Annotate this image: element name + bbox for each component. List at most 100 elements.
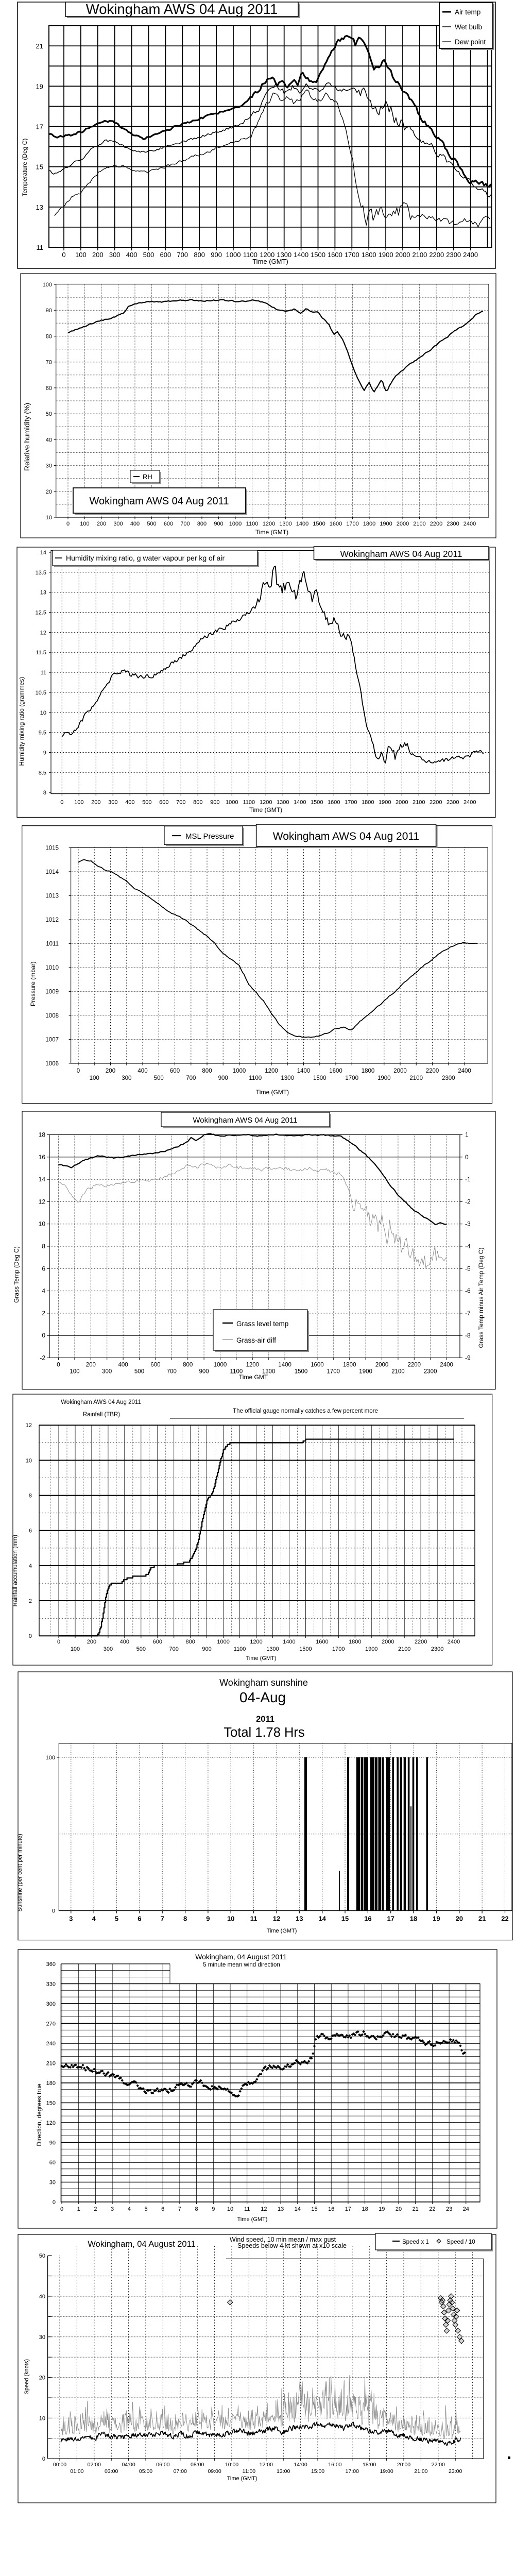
svg-text:2: 2	[42, 1310, 45, 1317]
svg-text:2300: 2300	[446, 251, 461, 259]
svg-text:2300: 2300	[424, 1369, 437, 1375]
svg-text:1800: 1800	[343, 1362, 356, 1368]
svg-text:08:00: 08:00	[191, 2462, 204, 2468]
svg-text:900: 900	[199, 1369, 209, 1375]
svg-text:13: 13	[296, 1915, 303, 1923]
svg-text:1500: 1500	[313, 521, 325, 527]
svg-text:700: 700	[167, 1369, 177, 1375]
svg-text:Temperature (Deg C): Temperature (Deg C)	[21, 139, 28, 197]
svg-text:330: 330	[46, 1981, 56, 1987]
svg-text:22: 22	[429, 2206, 435, 2212]
svg-text:2000: 2000	[393, 1068, 407, 1074]
svg-text:13: 13	[36, 204, 43, 211]
svg-text:1400: 1400	[283, 1639, 295, 1645]
svg-text:1010: 1010	[45, 965, 59, 971]
svg-text:21: 21	[478, 1915, 486, 1923]
svg-text:400: 400	[138, 1068, 147, 1074]
svg-text:13:00: 13:00	[277, 2468, 290, 2475]
svg-text:90: 90	[46, 308, 52, 314]
svg-text:700: 700	[186, 1075, 196, 1081]
svg-text:21: 21	[36, 42, 43, 50]
svg-text:5 minute mean wind direction: 5 minute mean wind direction	[203, 1962, 280, 1968]
svg-text:1008: 1008	[45, 1013, 59, 1019]
svg-text:200: 200	[87, 1639, 96, 1645]
svg-text:-2: -2	[465, 1198, 471, 1205]
svg-text:2100: 2100	[413, 521, 425, 527]
svg-text:18:00: 18:00	[363, 2462, 376, 2468]
svg-text:-2: -2	[40, 1354, 45, 1362]
svg-text:Time (GMT): Time (GMT)	[255, 529, 288, 536]
svg-text:11: 11	[41, 670, 46, 676]
svg-text:Wokingham, 04 August 2011: Wokingham, 04 August 2011	[88, 2240, 195, 2249]
svg-text:Time (GMT): Time (GMT)	[237, 2216, 268, 2223]
svg-text:-9: -9	[465, 1354, 471, 1362]
svg-text:-6: -6	[465, 1287, 471, 1295]
svg-text:Rainfall accumulation (mm): Rainfall accumulation (mm)	[12, 1535, 19, 1606]
svg-text:11:00: 11:00	[243, 2468, 256, 2475]
svg-text:-4: -4	[465, 1243, 471, 1250]
svg-text:20:00: 20:00	[397, 2462, 410, 2468]
svg-text:Time (GMT): Time (GMT)	[256, 1089, 289, 1096]
svg-text:2100: 2100	[391, 1369, 405, 1375]
svg-text:200: 200	[92, 251, 104, 259]
svg-text:1011: 1011	[46, 941, 59, 947]
svg-text:15: 15	[36, 163, 43, 171]
svg-text:600: 600	[170, 1068, 180, 1074]
svg-text:60: 60	[46, 385, 52, 392]
svg-text:13: 13	[278, 2206, 284, 2212]
svg-text:500: 500	[136, 1646, 146, 1652]
svg-text:09:00: 09:00	[208, 2468, 221, 2475]
svg-text:Wokingham AWS 04 Aug 2011: Wokingham AWS 04 Aug 2011	[193, 1116, 297, 1125]
svg-text:300: 300	[104, 1646, 113, 1652]
svg-text:800: 800	[193, 800, 202, 806]
svg-text:06:00: 06:00	[156, 2462, 169, 2468]
svg-text:600: 600	[160, 251, 171, 259]
svg-text:10: 10	[46, 515, 52, 521]
svg-text:500: 500	[142, 800, 151, 806]
svg-text:2: 2	[29, 1598, 32, 1604]
svg-text:1500: 1500	[299, 1646, 312, 1652]
svg-text:Air temp: Air temp	[455, 8, 480, 16]
svg-text:1: 1	[465, 1131, 469, 1139]
svg-text:300: 300	[46, 2001, 56, 2007]
svg-text:3: 3	[111, 2206, 114, 2212]
svg-text:80: 80	[46, 334, 52, 340]
svg-text:5: 5	[115, 1915, 118, 1923]
svg-text:16: 16	[328, 2206, 334, 2212]
svg-text:22:00: 22:00	[432, 2462, 445, 2468]
svg-text:8: 8	[43, 790, 46, 796]
svg-text:900: 900	[202, 1646, 211, 1652]
svg-text:500: 500	[147, 521, 156, 527]
svg-text:360: 360	[46, 1961, 56, 1968]
svg-text:0: 0	[42, 1332, 45, 1339]
svg-text:Time (GMT): Time (GMT)	[267, 1928, 297, 1934]
svg-text:6: 6	[29, 1528, 32, 1534]
svg-text:500: 500	[134, 1369, 144, 1375]
svg-text:400: 400	[126, 251, 138, 259]
svg-text:10: 10	[227, 2206, 233, 2212]
svg-text:1000: 1000	[214, 1362, 227, 1368]
svg-text:50: 50	[39, 2253, 45, 2259]
svg-text:Time (GMT): Time (GMT)	[227, 2476, 258, 2482]
svg-text:Total 1.78 Hrs: Total 1.78 Hrs	[224, 1725, 304, 1740]
svg-text:1700: 1700	[345, 251, 359, 259]
svg-text:2: 2	[94, 2206, 97, 2212]
svg-text:8: 8	[183, 1915, 187, 1923]
svg-text:1900: 1900	[379, 251, 393, 259]
svg-text:1300: 1300	[281, 1075, 294, 1081]
svg-text:Grass-air diff: Grass-air diff	[236, 1336, 276, 1344]
svg-text:04:00: 04:00	[122, 2462, 135, 2468]
svg-text:4: 4	[128, 2206, 131, 2212]
svg-text:1800: 1800	[349, 1639, 361, 1645]
svg-text:20: 20	[456, 1915, 463, 1923]
svg-text:8: 8	[42, 1243, 45, 1250]
svg-text:1007: 1007	[45, 1037, 59, 1043]
svg-text:17: 17	[345, 2206, 351, 2212]
svg-text:9: 9	[43, 750, 46, 756]
svg-text:1400: 1400	[294, 800, 306, 806]
svg-text:-5: -5	[465, 1265, 471, 1272]
svg-text:-1: -1	[465, 1176, 471, 1183]
svg-text:270: 270	[46, 2021, 56, 2027]
svg-text:Wokingham sunshine: Wokingham sunshine	[219, 1677, 308, 1688]
svg-text:0: 0	[66, 521, 70, 527]
